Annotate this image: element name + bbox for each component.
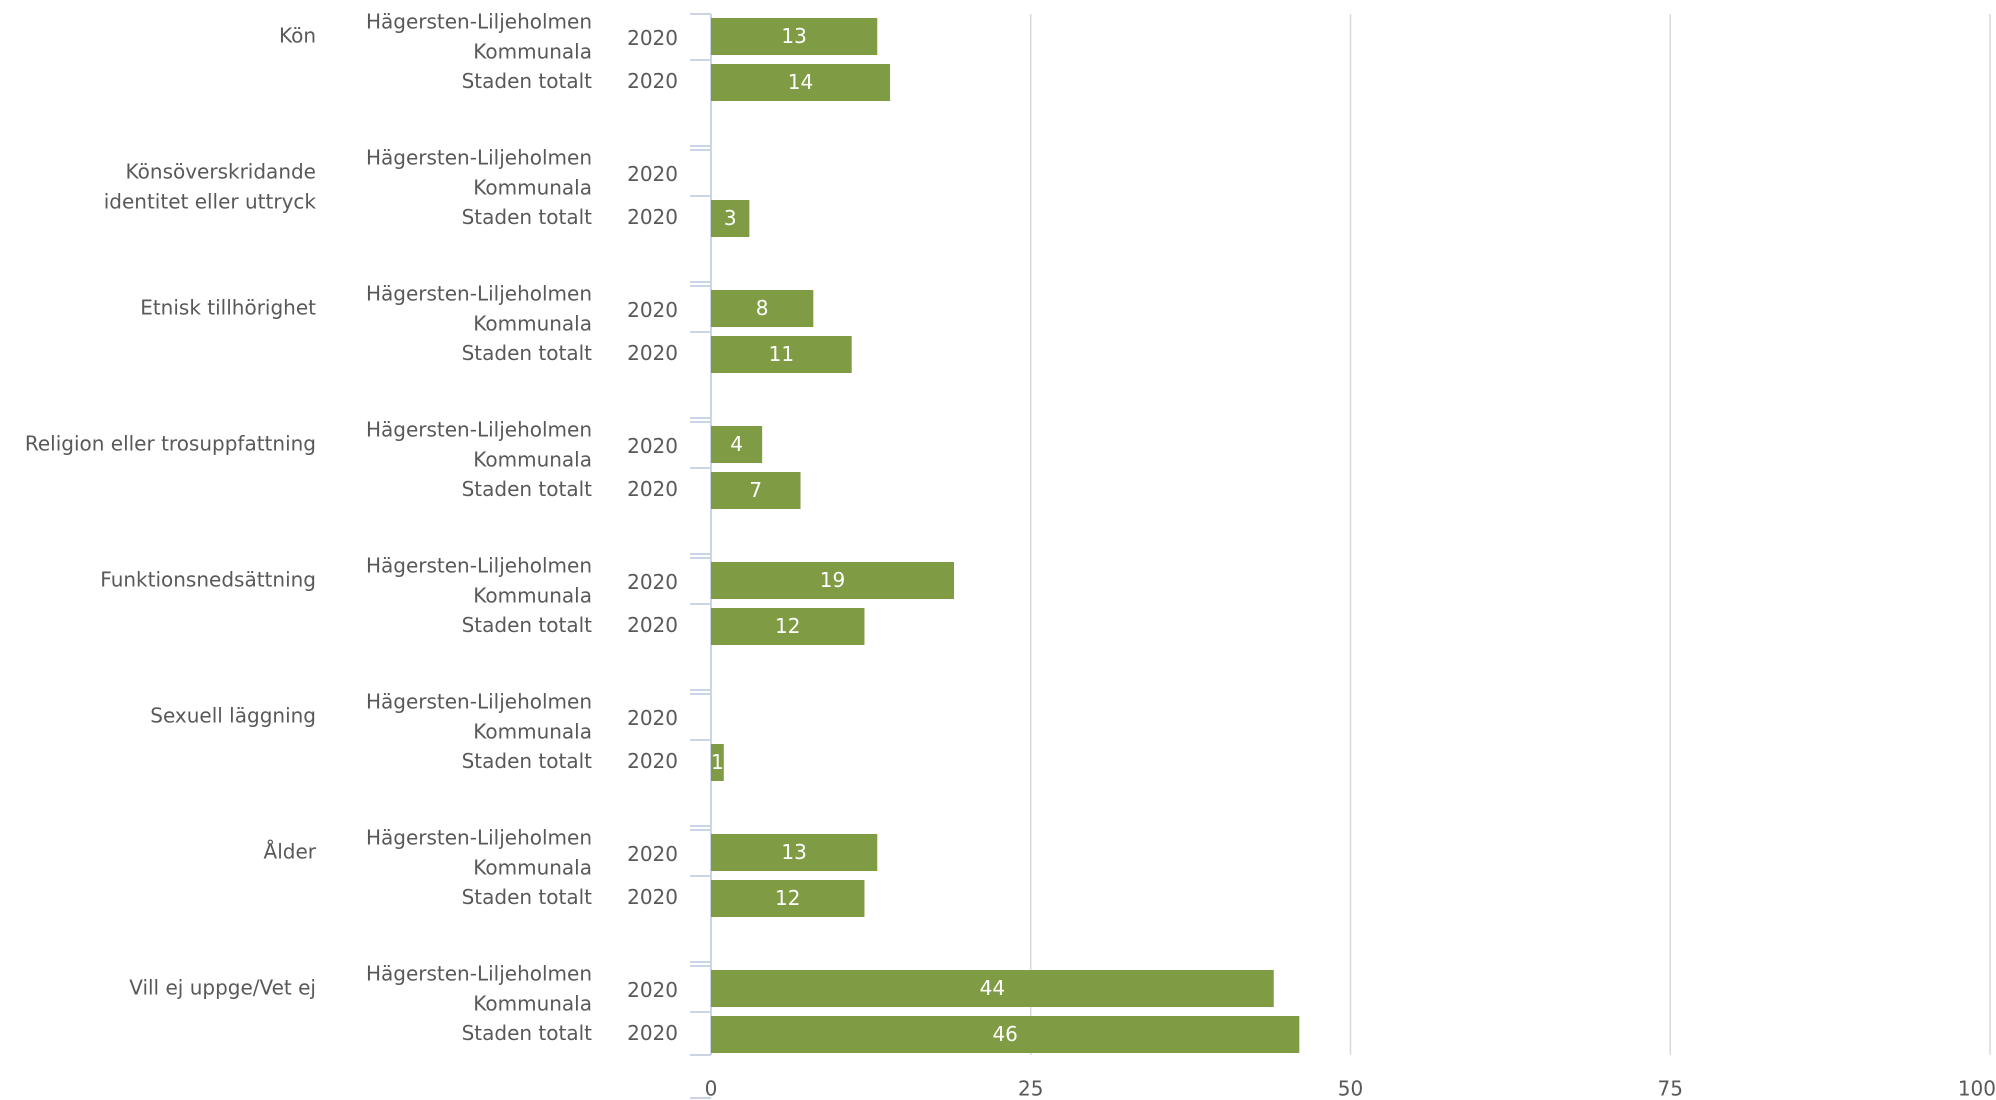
series-label: Staden totalt <box>462 885 593 909</box>
series-label: Kommunala <box>473 992 592 1016</box>
series-label: Staden totalt <box>462 477 593 501</box>
year-label: 2020 <box>627 162 678 186</box>
series-label: Hägersten-Liljeholmen <box>366 146 592 170</box>
bar <box>711 834 878 871</box>
year-label: 2020 <box>627 298 678 322</box>
series-label: Staden totalt <box>462 69 593 93</box>
data-label: 11 <box>769 342 794 366</box>
x-tick-label: 25 <box>1018 1077 1043 1100</box>
year-label: 2020 <box>627 69 678 93</box>
category-label: Kön <box>279 24 316 48</box>
x-tick-label: 0 <box>705 1077 718 1100</box>
series-label: Kommunala <box>473 584 592 608</box>
data-label: 12 <box>775 886 800 910</box>
series-label: Hägersten-Liljeholmen <box>366 962 592 986</box>
data-label: 7 <box>749 478 762 502</box>
data-label: 19 <box>820 568 845 592</box>
year-label: 2020 <box>627 477 678 501</box>
data-label: 3 <box>724 206 737 230</box>
year-label: 2020 <box>627 26 678 50</box>
bar <box>711 562 955 599</box>
bar <box>711 200 750 237</box>
bar <box>711 744 724 781</box>
bar <box>711 970 1274 1007</box>
data-label: 8 <box>756 296 769 320</box>
series-label: Staden totalt <box>462 205 593 229</box>
bar <box>711 1016 1300 1053</box>
year-label: 2020 <box>627 434 678 458</box>
bar <box>711 290 814 327</box>
series-label: Hägersten-Liljeholmen <box>366 282 592 306</box>
series-label: Hägersten-Liljeholmen <box>366 826 592 850</box>
category-label: Könsöverskridande <box>126 160 316 184</box>
data-label: 46 <box>992 1022 1017 1046</box>
series-label: Kommunala <box>473 448 592 472</box>
labels: 0 25 50 75 100 Kön Hägersten-Liljeholmen Kommun… <box>25 10 1996 1100</box>
data-label: 4 <box>730 432 743 456</box>
series-label: Kommunala <box>473 176 592 200</box>
x-tick-label: 75 <box>1658 1077 1683 1100</box>
year-label: 2020 <box>627 885 678 909</box>
x-tick-label: 100 <box>1958 1077 1996 1100</box>
year-label: 2020 <box>627 613 678 637</box>
series-label: Kommunala <box>473 40 592 64</box>
category-label: Etnisk tillhörighet <box>140 296 316 320</box>
data-label: 13 <box>781 24 806 48</box>
x-tick-label: 50 <box>1338 1077 1363 1100</box>
year-label: 2020 <box>627 341 678 365</box>
data-label: 13 <box>781 840 806 864</box>
year-label: 2020 <box>627 706 678 730</box>
category-axis <box>690 13 712 1099</box>
category-label: Ålder <box>264 840 317 864</box>
series-label: Staden totalt <box>462 749 593 773</box>
category-label: Sexuell läggning <box>150 704 316 728</box>
year-label: 2020 <box>627 749 678 773</box>
bar <box>711 880 865 917</box>
series-label: Hägersten-Liljeholmen <box>366 10 592 34</box>
category-label: Vill ej uppge/Vet ej <box>129 976 316 1000</box>
gridlines <box>1030 14 1991 1055</box>
category-label: Funktionsnedsättning <box>100 568 316 592</box>
series-label: Staden totalt <box>462 613 593 637</box>
series-label: Kommunala <box>473 312 592 336</box>
bar <box>711 472 801 509</box>
series-label: Hägersten-Liljeholmen <box>366 418 592 442</box>
bar <box>711 426 763 463</box>
data-label: 44 <box>980 976 1005 1000</box>
series-label: Kommunala <box>473 856 592 880</box>
series-label: Staden totalt <box>462 341 593 365</box>
bar <box>711 336 852 373</box>
year-label: 2020 <box>627 1021 678 1045</box>
data-label: 14 <box>788 70 813 94</box>
bars <box>711 18 1300 1053</box>
series-label: Hägersten-Liljeholmen <box>366 554 592 578</box>
series-label: Staden totalt <box>462 1021 593 1045</box>
bar <box>711 18 878 55</box>
series-label: Hägersten-Liljeholmen <box>366 690 592 714</box>
category-label: identitet eller uttryck <box>104 190 317 214</box>
year-label: 2020 <box>627 205 678 229</box>
year-label: 2020 <box>627 570 678 594</box>
bar <box>711 608 865 645</box>
series-label: Kommunala <box>473 720 592 744</box>
year-label: 2020 <box>627 842 678 866</box>
category-label: Religion eller trosuppfattning <box>25 432 316 456</box>
year-label: 2020 <box>627 978 678 1002</box>
data-label: 12 <box>775 614 800 638</box>
bar <box>711 64 891 101</box>
data-label: 1 <box>711 750 724 774</box>
